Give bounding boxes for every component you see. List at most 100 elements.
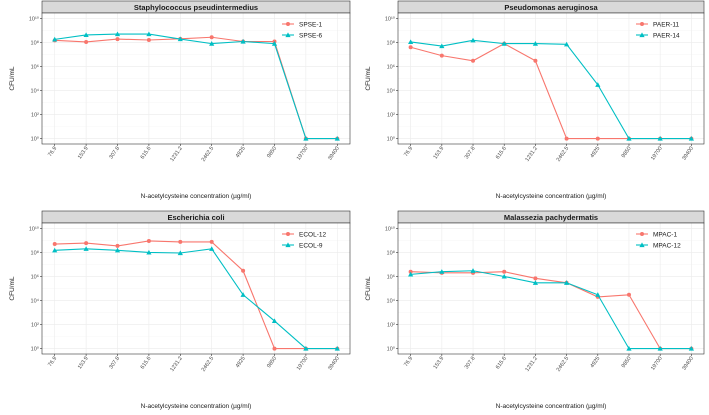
- panel-border: [41, 12, 351, 145]
- legend: SPSE-1 SPSE-6: [282, 21, 323, 39]
- data-point: [533, 276, 538, 281]
- legend-key-marker: [285, 32, 291, 38]
- y-tick-label: 10¹⁰: [385, 225, 396, 232]
- x-tick-label: 2462.5: [201, 356, 216, 373]
- y-tick-label: 10⁴: [387, 88, 396, 95]
- data-point: [688, 345, 694, 351]
- data-point: [177, 250, 183, 256]
- y-tick-label: 10⁴: [31, 298, 40, 305]
- x-tick-label: 307.8: [464, 146, 477, 161]
- x-tick-label: 9850: [266, 356, 278, 369]
- x-tick-label: 153.9: [433, 356, 446, 371]
- data-point: [240, 292, 246, 297]
- series-line-ECOL-12: [54, 240, 338, 350]
- legend-key-marker: [639, 32, 645, 38]
- y-tick-label: 10⁰: [31, 346, 40, 353]
- x-tick-label: 2462.5: [556, 146, 571, 163]
- data-point: [471, 58, 476, 63]
- y-tick-label: 10⁰: [387, 346, 396, 353]
- data-point: [115, 37, 120, 42]
- x-tick-label: 19700: [296, 146, 310, 162]
- data-point: [439, 269, 445, 274]
- x-tick-label: 4925: [589, 146, 601, 159]
- data-point: [146, 238, 151, 243]
- x-tick-label: 76.9: [47, 356, 58, 368]
- data-point: [595, 82, 601, 87]
- data-point: [52, 242, 57, 247]
- x-tick-label: 153.9: [433, 146, 446, 161]
- x-tick-label: 4925: [235, 146, 247, 159]
- panel-1: Staphylococcus pseudintermedius 10⁰ 10² 10⁴…: [9, 0, 351, 200]
- data-point: [209, 246, 215, 251]
- data-point: [146, 31, 152, 37]
- data-point: [408, 45, 413, 50]
- x-tick-label: 9850: [266, 146, 278, 159]
- data-point: [626, 135, 632, 141]
- y-axis-title: CFU/mL: [9, 276, 16, 301]
- panel-4: Malassezia pachydermatis 10⁰ 10² 10⁴ 10⁶ 10⁸ 1…: [365, 210, 705, 410]
- data-point: [408, 269, 413, 274]
- x-tick-label: 39400: [327, 356, 341, 372]
- x-tick-label: 1231.2: [169, 146, 184, 163]
- series-line-SPSE-6: [54, 33, 338, 140]
- y-axis-title: CFU/mL: [9, 66, 16, 91]
- data-point: [114, 247, 121, 253]
- data-point: [595, 136, 600, 141]
- data-point: [115, 243, 120, 248]
- legend-key-marker: [639, 242, 645, 248]
- x-tick-label: 153.9: [77, 356, 90, 371]
- x-tick-label: 307.8: [108, 146, 121, 161]
- y-tick-label: 10²: [387, 323, 395, 329]
- x-tick-label: 76.9: [47, 146, 58, 158]
- data-point: [470, 37, 476, 43]
- y-tick-label: 10⁰: [31, 136, 40, 143]
- x-tick-label: 39400: [681, 356, 695, 372]
- series-line-PAER-14: [410, 39, 692, 140]
- panel-title: Staphylococcus pseudintermedius: [134, 3, 258, 12]
- data-point: [241, 268, 246, 273]
- y-tick-label: 10⁰: [387, 136, 396, 143]
- y-tick-label: 10⁶: [31, 63, 39, 70]
- legend-key-marker: [640, 232, 644, 236]
- x-tick-label: 39400: [681, 146, 695, 162]
- data-point: [271, 41, 278, 46]
- data-point: [178, 239, 183, 244]
- legend-label: MPAC-1: [653, 231, 677, 238]
- x-axis-title: N-acetylcysteine concentration (µg/ml): [141, 403, 252, 410]
- data-point: [209, 239, 214, 244]
- legend-label: ECOL-12: [299, 231, 326, 238]
- panel-title: Pseudomonas aeruginosa: [504, 3, 598, 12]
- panel-border: [41, 222, 351, 355]
- data-point: [52, 36, 58, 42]
- data-point: [563, 41, 570, 47]
- x-axis-title: N-acetylcysteine concentration (µg/ml): [141, 193, 252, 200]
- data-point: [408, 271, 414, 277]
- x-tick-label: 9850: [621, 146, 633, 159]
- data-point: [626, 345, 632, 351]
- data-point: [272, 346, 277, 351]
- y-tick-label: 10⁸: [31, 249, 39, 256]
- x-tick-label: 1231.2: [524, 356, 539, 373]
- data-point: [408, 39, 414, 45]
- y-tick-label: 10¹⁰: [29, 225, 40, 232]
- x-tick-label: 19700: [296, 356, 310, 372]
- legend: MPAC-1 MPAC-12: [636, 231, 681, 249]
- data-point: [83, 246, 89, 251]
- panel-title: Malassezia pachydermatis: [504, 213, 598, 222]
- data-point: [501, 41, 507, 46]
- y-tick-label: 10⁴: [31, 88, 40, 95]
- legend-label: MPAC-12: [653, 242, 681, 249]
- y-tick-label: 10⁸: [31, 39, 39, 46]
- x-axis-title: N-acetylcysteine concentration (µg/ml): [496, 193, 607, 200]
- data-point: [209, 35, 214, 40]
- x-tick-label: 39400: [327, 146, 341, 162]
- data-point: [83, 32, 89, 38]
- legend: ECOL-12 ECOL-9: [282, 231, 326, 249]
- x-tick-label: 615.6: [140, 146, 153, 161]
- data-point: [564, 136, 569, 141]
- data-point: [688, 135, 694, 141]
- data-point: [595, 292, 601, 297]
- data-point: [470, 268, 476, 273]
